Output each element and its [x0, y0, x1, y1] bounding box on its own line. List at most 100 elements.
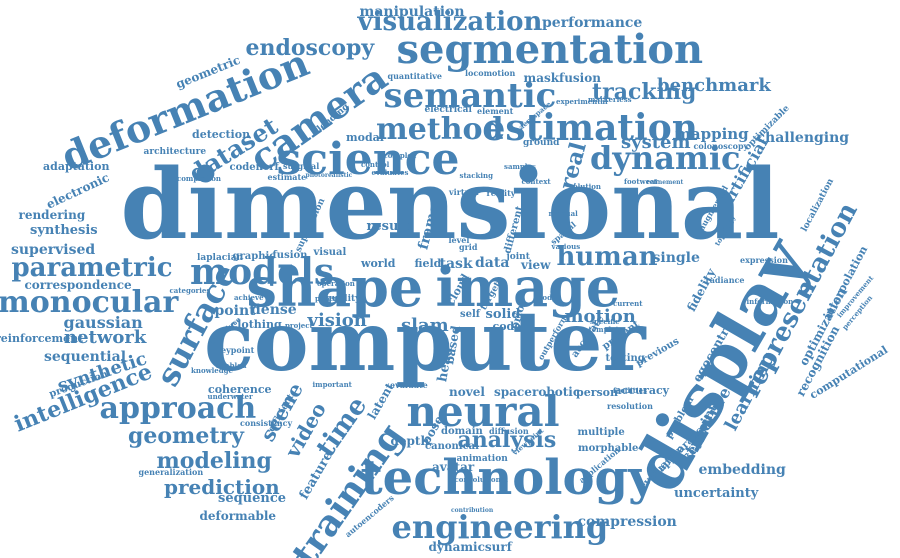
word-quality: quality — [325, 293, 361, 304]
word-locomotion: locomotion — [465, 68, 516, 78]
word-neural: neural — [406, 387, 560, 436]
word-grid: grid — [459, 242, 478, 252]
word-reality: reality — [486, 188, 516, 198]
word-technology: technology — [360, 450, 656, 506]
word-multiple: multiple — [577, 427, 625, 438]
word-electrical: electrical — [424, 104, 472, 115]
word-shape: shape — [246, 255, 424, 319]
word-maskfusion: maskfusion — [523, 71, 601, 85]
word-image: image — [435, 255, 621, 319]
word-modeling: modeling — [156, 448, 272, 474]
word-expression: expression — [740, 255, 788, 265]
word-code: code — [492, 319, 522, 333]
word-laplacian: laplacian — [197, 252, 244, 263]
word-stacking: stacking — [459, 170, 493, 180]
word-visualization: visualization — [357, 7, 543, 37]
word-radiance: radiance — [705, 275, 745, 285]
word-single: single — [652, 250, 700, 266]
word-photorealistic: photorealistic — [305, 172, 353, 179]
word-knowledge: knowledge — [191, 365, 233, 375]
word-clothing: clothing — [230, 317, 282, 331]
word-generalization: generalization — [138, 467, 204, 477]
word-enabled: enabled — [215, 360, 247, 370]
word-science: science — [276, 134, 460, 185]
word-dynamicsurf: dynamicsurf — [428, 540, 512, 554]
word-complex: complex — [383, 150, 417, 160]
word-sequential: sequential — [44, 349, 127, 365]
word-footwear: footwear — [624, 176, 659, 186]
word-visual: visual — [313, 247, 347, 258]
word-graphic: graphic — [232, 251, 276, 262]
word-refinement: refinement — [646, 179, 684, 186]
word-method: method — [376, 112, 504, 147]
word-depth: depth — [390, 434, 430, 448]
word-performance: performance — [542, 15, 643, 31]
word-compression: compression — [577, 514, 677, 530]
word-segmentation: segmentation — [396, 26, 704, 73]
word-surgical: surgical — [283, 161, 320, 171]
word-joint: joint — [506, 251, 530, 262]
word-various: various — [551, 241, 581, 251]
word-motion: motion — [564, 306, 636, 327]
word-analysis: analysis — [457, 427, 557, 453]
word-categories: categories — [169, 285, 211, 295]
word-completion: completion — [177, 173, 221, 183]
word-keypoint: keypoint — [215, 345, 255, 355]
word-solid: solid — [485, 306, 521, 322]
word-animation: animation — [456, 453, 508, 464]
word-novel: novel — [449, 385, 485, 399]
word-evaluates: evaluates — [371, 167, 409, 177]
word-gaussian: gaussian — [63, 313, 143, 332]
word-samples: samples — [504, 161, 536, 171]
word-fusion: fusion — [272, 250, 308, 261]
word-solution: solution — [569, 181, 602, 191]
word-experimental: experimental — [556, 96, 608, 106]
word-morphable: morphable — [578, 443, 639, 454]
word-virtual: virtual — [449, 187, 479, 197]
word-mapping: mapping — [675, 124, 749, 143]
word-current: current — [613, 298, 643, 308]
word-supervised: supervised — [11, 242, 96, 258]
word-estimation: estimation — [482, 107, 698, 149]
word-world: world — [361, 256, 396, 270]
word-codenerf: codenerf — [229, 162, 279, 173]
word-self: self — [460, 309, 481, 320]
word-result: result — [366, 218, 410, 234]
word-domain: domain — [441, 426, 483, 437]
word-operation: operation — [317, 278, 355, 288]
word-information: information — [746, 296, 794, 306]
word-robotic: robotic — [532, 385, 581, 399]
word-manual: manual — [548, 208, 578, 218]
word-convolutional: convolutional — [454, 474, 508, 484]
word-electronic: electronic — [44, 170, 112, 212]
word-semantic: semantic — [383, 76, 557, 116]
word-engineering: engineering — [391, 508, 609, 546]
word-detection: detection — [192, 127, 251, 141]
word-markerless: markerless — [588, 94, 632, 104]
word-element: element — [477, 106, 514, 116]
word-manipulation: manipulation — [359, 4, 465, 20]
word-diffusion: diffusion — [489, 426, 529, 436]
word-person: person — [576, 385, 619, 399]
word-canonical: canonical — [425, 441, 479, 452]
word-models: models — [190, 251, 335, 293]
word-uncertainty: uncertainty — [674, 485, 759, 501]
word-embedding: embedding — [698, 462, 786, 478]
word-approach: approach — [99, 391, 257, 426]
word-tracking: tracking — [592, 79, 697, 105]
word-monocular: monocular — [0, 285, 179, 320]
word-modal: modal — [346, 130, 384, 144]
word-prediction: prediction — [164, 475, 280, 499]
word-facilities: facilities — [613, 385, 648, 395]
word-template: template — [588, 324, 624, 334]
word-body: body — [537, 292, 557, 302]
word-control: control — [361, 159, 390, 169]
word-testing: testing — [605, 353, 645, 364]
word-slam: slam — [401, 315, 449, 336]
word-space: space — [494, 385, 532, 399]
word-context: context — [521, 176, 551, 186]
word-point: point — [214, 303, 256, 319]
word-data: data — [475, 255, 510, 271]
word-consistency: consistency — [240, 418, 293, 428]
word-correspondence: correspondence — [24, 278, 132, 292]
